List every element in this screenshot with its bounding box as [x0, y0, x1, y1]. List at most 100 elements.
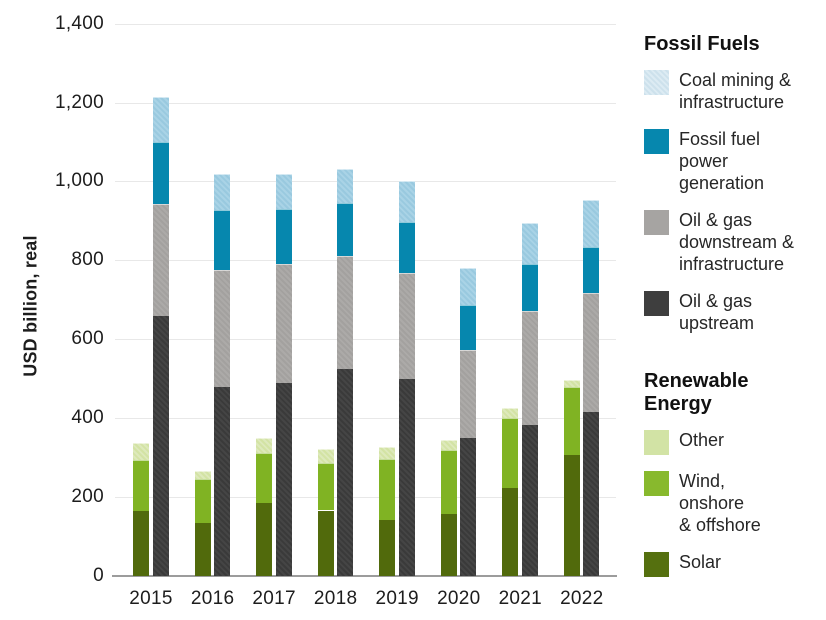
- bar-segment: [275, 382, 292, 576]
- legend-swatch-icon: [644, 471, 669, 496]
- gridline: [115, 418, 616, 420]
- legend: Fossil Fuels Coal mining & infrastructure…: [644, 33, 826, 592]
- y-axis-tick-label: 1,200: [54, 91, 104, 113]
- bar-segment: [583, 246, 600, 294]
- bar-segment: [398, 378, 415, 576]
- bar-segment: [398, 273, 415, 379]
- x-axis-line: [112, 575, 617, 577]
- gridline: [115, 260, 616, 262]
- legend-group-heading: Fossil Fuels: [644, 33, 760, 55]
- bar-segment: [214, 210, 231, 271]
- x-axis-label: 2022: [560, 588, 604, 609]
- bar-segment: [440, 449, 457, 514]
- x-axis-label: 2018: [313, 588, 358, 609]
- bar-segment: [398, 222, 415, 274]
- bar-segment: [440, 439, 457, 450]
- legend-item: Oil & gas downstream & infrastructure: [644, 209, 826, 275]
- bar-segment: [502, 417, 519, 489]
- bar-segment: [194, 471, 211, 480]
- legend-item-label: Oil & gas downstream & infrastructure: [679, 210, 795, 274]
- bar-segment: [275, 209, 292, 265]
- bar-segment: [502, 488, 519, 576]
- bar-segment: [214, 386, 231, 576]
- bar-segment: [337, 168, 354, 204]
- bar-segment: [133, 510, 149, 576]
- bar-segment: [275, 264, 292, 383]
- x-axis-label: 2019: [375, 588, 419, 609]
- bar-segment: [152, 96, 169, 142]
- bar-segment: [337, 368, 354, 577]
- legend-swatch-icon: [644, 552, 669, 577]
- bar-segment: [152, 142, 169, 204]
- bar-segment: [563, 379, 580, 387]
- bar-segment: [317, 462, 334, 511]
- y-axis-tick-label: 800: [71, 249, 104, 271]
- bar-segment: [521, 223, 538, 265]
- gridline: [115, 497, 616, 499]
- legend-item-label: Oil & gas upstream: [679, 291, 755, 333]
- bar-segment: [563, 455, 580, 576]
- legend-swatch-icon: [644, 70, 669, 95]
- x-axis-label: 2017: [252, 588, 296, 609]
- legend-item-label: Coal mining & infrastructure: [679, 70, 792, 112]
- legend-swatch-icon: [644, 291, 669, 316]
- bar-segment: [214, 270, 231, 387]
- bar-segment: [194, 479, 211, 523]
- bar-segment: [133, 459, 149, 511]
- legend-item: Other: [644, 429, 826, 455]
- bar-segment: [460, 350, 477, 438]
- bar-segment: [502, 407, 519, 418]
- bar-segment: [583, 293, 600, 413]
- bar-segment: [563, 386, 580, 456]
- bar-segment: [214, 173, 231, 211]
- x-axis-label: 2015: [129, 588, 173, 609]
- bar-segment: [317, 449, 334, 463]
- y-axis-tick-label: 600: [71, 328, 104, 350]
- gridline: [115, 23, 616, 25]
- legend-item: Fossil fuel power generation: [644, 128, 826, 194]
- y-axis-tick-label: 1,400: [54, 12, 104, 34]
- bar-segment: [194, 522, 211, 576]
- x-axis-label: 2021: [498, 588, 543, 609]
- bar-segment: [460, 305, 477, 351]
- gridline: [115, 339, 616, 341]
- gridline: [115, 181, 616, 183]
- bar-segment: [379, 459, 396, 520]
- bar-segment: [379, 447, 396, 460]
- y-axis-tick-label: 0: [93, 565, 104, 586]
- bar-segment: [460, 268, 477, 306]
- x-axis-label: 2020: [437, 588, 481, 609]
- bar-segment: [337, 203, 354, 256]
- legend-group-heading: Renewable Energy: [644, 370, 749, 415]
- bar-segment: [583, 412, 600, 576]
- legend-swatch-icon: [644, 430, 669, 455]
- legend-item: Wind, onshore & offshore: [644, 470, 826, 536]
- bar-segment: [256, 452, 273, 504]
- bar-segment: [460, 437, 477, 576]
- bar-segment: [152, 315, 169, 576]
- gridline: [115, 102, 616, 104]
- bar-segment: [133, 442, 149, 460]
- bar-segment: [256, 503, 273, 576]
- legend-item-label: Solar: [679, 552, 722, 572]
- y-axis-tick-label: 400: [71, 407, 104, 429]
- bar-segment: [152, 203, 169, 316]
- bar-segment: [398, 181, 415, 222]
- legend-item-label: Wind, onshore & offshore: [679, 471, 761, 535]
- legend-swatch-icon: [644, 129, 669, 154]
- bar-segment: [583, 200, 600, 247]
- x-axis-label: 2016: [190, 588, 235, 609]
- legend-item: Coal mining & infrastructure: [644, 69, 826, 113]
- y-axis-tick-label: 200: [71, 486, 104, 508]
- bar-segment: [337, 255, 354, 369]
- bar-segment: [379, 520, 396, 576]
- bar-segment: [256, 437, 273, 453]
- legend-item: Oil & gas upstream: [644, 290, 826, 334]
- legend-item: Solar: [644, 551, 826, 577]
- legend-item-label: Other: [679, 430, 725, 450]
- bar-segment: [440, 513, 457, 576]
- bar-segment: [317, 510, 334, 576]
- bar-segment: [521, 425, 538, 576]
